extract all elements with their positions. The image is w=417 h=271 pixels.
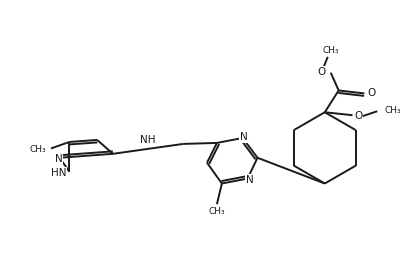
Text: HN: HN — [51, 168, 66, 178]
Text: N: N — [240, 132, 248, 142]
Text: O: O — [317, 67, 326, 77]
Text: N: N — [55, 154, 63, 164]
Text: NH: NH — [141, 135, 156, 145]
Text: O: O — [354, 111, 362, 121]
Text: CH₃: CH₃ — [384, 106, 401, 115]
Text: CH₃: CH₃ — [322, 46, 339, 55]
Text: N: N — [246, 175, 254, 185]
Text: O: O — [367, 88, 375, 98]
Text: CH₃: CH₃ — [208, 207, 225, 216]
Text: CH₃: CH₃ — [29, 145, 46, 154]
